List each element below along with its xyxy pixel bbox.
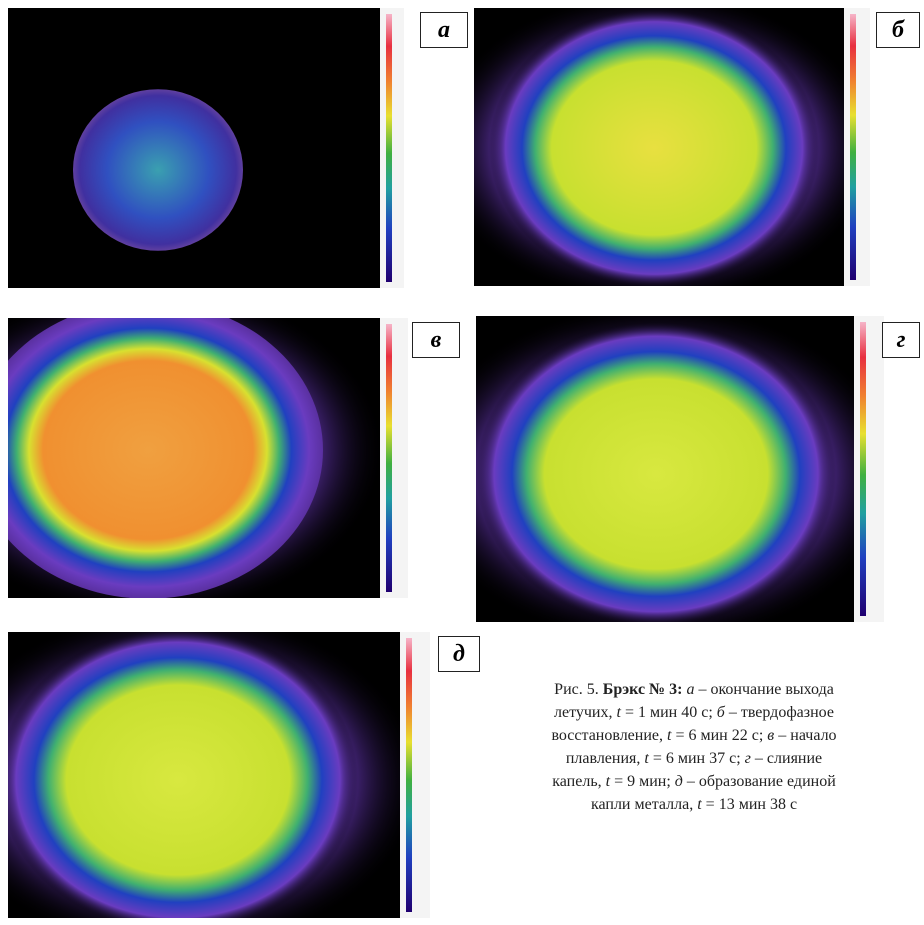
colorbar-frame	[854, 316, 884, 622]
caption-segment: д	[675, 773, 683, 790]
panel-label: а	[420, 12, 468, 48]
caption-segment: = 9 мин;	[610, 773, 675, 790]
colorbar	[850, 14, 856, 280]
colorbar	[860, 322, 866, 616]
caption-segment: = 13 мин 38 с	[702, 796, 797, 813]
caption-segment: = 6 мин 22 с;	[671, 727, 767, 744]
thermal-image	[8, 632, 430, 918]
thermal-image	[476, 316, 884, 622]
colorbar-frame	[400, 632, 430, 918]
caption-segment: Рис. 5.	[554, 681, 603, 698]
colorbar	[386, 324, 392, 592]
hot-spot	[73, 89, 243, 251]
colorbar-frame	[380, 318, 408, 598]
thermal-image	[474, 8, 870, 286]
panel-label: г	[882, 322, 920, 358]
colorbar	[406, 638, 412, 912]
caption-segment: б	[717, 704, 725, 721]
caption-segment: Брэкс № 3:	[603, 681, 687, 698]
thermal-image	[8, 318, 408, 598]
caption-segment: = 1 мин 40 с;	[621, 704, 717, 721]
panel-label: б	[876, 12, 920, 48]
page: Рис. 5. Брэкс № 3: а – окончание выхода …	[0, 0, 924, 925]
hot-spot	[476, 321, 836, 622]
colorbar-frame	[844, 8, 870, 286]
hot-spot	[8, 632, 358, 918]
caption: Рис. 5. Брэкс № 3: а – окончание выхода …	[548, 678, 840, 816]
panel-label: д	[438, 636, 480, 672]
hot-spot	[489, 8, 819, 286]
colorbar	[386, 14, 392, 282]
panel-label: в	[412, 322, 460, 358]
thermal-image	[8, 8, 404, 288]
caption-segment: = 6 мин 37 с;	[649, 750, 745, 767]
